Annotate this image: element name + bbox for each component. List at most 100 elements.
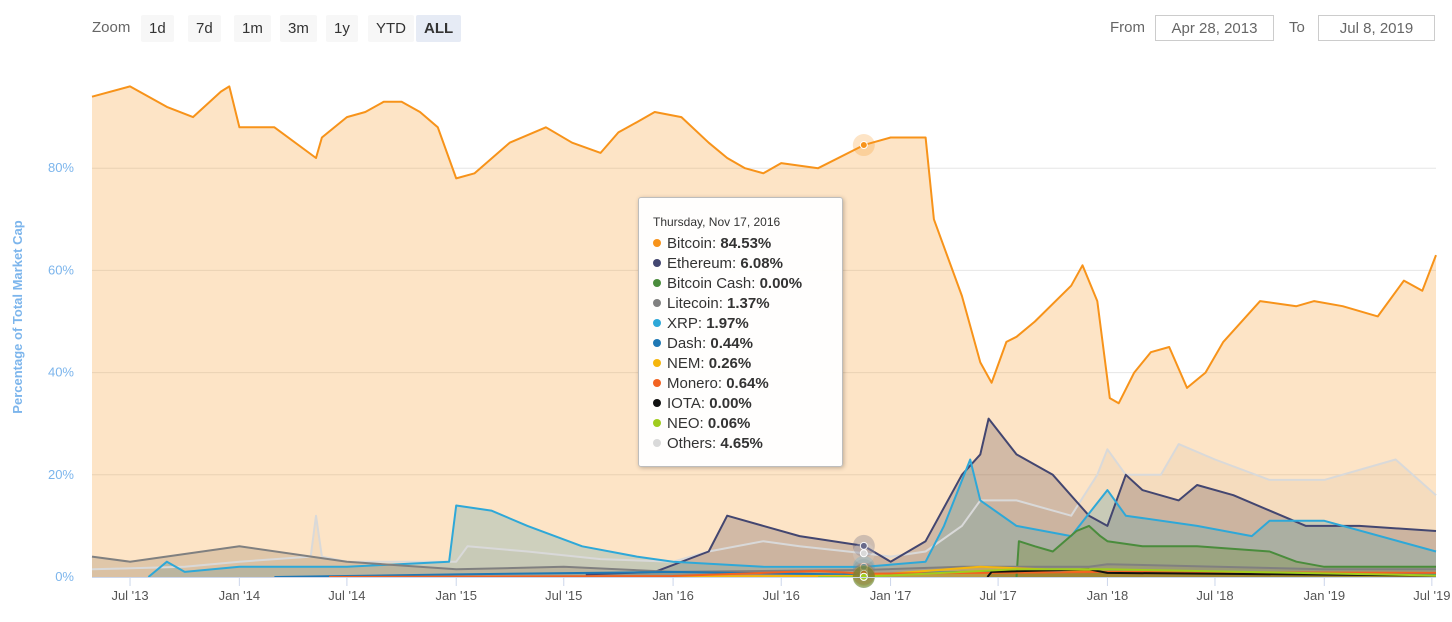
zoom-all-button[interactable]: ALL [416,15,462,42]
x-tick-label: Jan '19 [1304,588,1346,603]
hover-markers [852,134,875,588]
tooltip-separator: : [712,435,721,452]
tooltip-series-name: Litecoin [667,295,719,312]
tooltip-series-name: Ethereum [667,255,733,272]
to-label: To [1289,19,1305,36]
tooltip-series-name: Bitcoin Cash [667,275,752,292]
tooltip-row-ethereum: Ethereum: 6.08% [653,254,842,274]
zoom-ytd-button[interactable]: YTD [368,15,414,42]
to-date-input[interactable]: Jul 8, 2019 [1318,15,1435,41]
tooltip-row-xrp: XRP: 1.97% [653,314,842,334]
series-color-dot [653,339,661,347]
series-area-others [92,444,1436,577]
x-tick-label: Jul '15 [545,588,582,603]
zoom-7d-button[interactable]: 7d [188,15,221,42]
tooltip-separator: : [717,375,727,392]
tooltip-row-bitcoin-cash: Bitcoin Cash: 0.00% [653,274,842,294]
tooltip-series-value: 0.06% [707,415,751,432]
x-tick-label: Jul '16 [763,588,800,603]
series-color-dot [653,239,661,247]
tooltip-row-nem: NEM: 0.26% [653,354,842,374]
zoom-label: Zoom [92,19,131,36]
hover-point-bitcoin [859,141,868,150]
tooltip-date: Thursday, Nov 17, 2016 [653,215,781,229]
tooltip-series-name: Dash [667,335,703,352]
series-color-dot [653,419,661,427]
tooltip-series-value: 0.00% [759,275,803,292]
hover-point-neo [859,572,868,581]
tooltip-separator: : [712,235,721,252]
x-tick-label: Jul '19 [1413,588,1450,603]
series-line-bitcoin-cash [1015,524,1436,578]
tooltip-row-litecoin: Litecoin: 1.37% [653,294,842,314]
tooltip-series-name: Bitcoin [667,235,713,252]
tooltip-row-dash: Dash: 0.44% [653,334,842,354]
y-tick-label: 40% [48,365,74,380]
series-color-dot [653,299,661,307]
zoom-1y-button[interactable]: 1y [326,15,358,42]
tooltip-separator: : [697,315,707,332]
series-line-ethereum [585,417,1437,576]
tooltip-series-value: 84.53% [720,235,772,252]
series-line-neo [818,568,1437,578]
tooltip-series-value: 0.00% [709,395,752,412]
tooltip-separator: : [700,395,710,412]
series-color-dot [653,359,661,367]
tooltip-series-value: 1.97% [706,315,749,332]
from-label: From [1110,19,1145,36]
tooltip-series-value: 1.37% [727,295,770,312]
series-line-bitcoin [91,85,1437,405]
zoom-3m-button[interactable]: 3m [280,15,317,42]
zoom-1m-button[interactable]: 1m [234,15,271,42]
tooltip-series-name: Others [667,435,713,452]
hover-point-others [859,549,868,558]
tooltip-series-name: XRP [667,315,698,332]
x-tick-label: Jul '18 [1196,588,1233,603]
series-lines [91,85,1437,578]
tooltip-row-iota: IOTA: 0.00% [653,394,842,414]
tooltip-series-value: 0.44% [710,335,753,352]
y-axis: 0% 20% 40% 60% 80% [48,160,74,584]
series-line-monero [329,569,1437,578]
x-tick-label: Jul '14 [328,588,365,603]
y-axis-title: Percentage of Total Market Cap [10,220,25,413]
tooltip-row-neo: NEO: 0.06% [653,414,842,434]
range-selector: Zoom 1d 7d 1m 3m 1y YTD ALL From Apr 28,… [0,0,1452,60]
tooltip-series-value: 4.65% [720,435,763,452]
tooltip-separator: : [699,415,708,432]
tooltip-separator: : [702,335,711,352]
series-color-dot [653,279,661,287]
tooltip-separator: : [718,295,728,312]
x-tick-label: Jul '17 [980,588,1017,603]
tooltip-separator: : [700,355,709,372]
series-color-dot [653,399,661,407]
tooltip-row-bitcoin: Bitcoin: 84.53% [653,234,842,254]
series-area-xrp [148,459,1436,577]
tooltip-separator: : [732,255,741,272]
tooltip-rows: Bitcoin: 84.53% Ethereum: 6.08% Bitcoin Ca… [653,234,842,454]
x-axis: Jul '13 Jan '14 Jul '14 Jan '15 Jul '15 Jan '… [92,577,1450,603]
x-tick-label: Jan '16 [652,588,694,603]
y-tick-label: 60% [48,262,74,277]
series-color-dot [653,379,661,387]
tooltip-row-others: Others: 4.65% [653,434,842,454]
x-tick-label: Jan '18 [1087,588,1129,603]
hover-tooltip: Thursday, Nov 17, 2016 Bitcoin: 84.53% Et… [638,197,843,467]
tooltip-series-name: Monero [667,375,718,392]
x-tick-label: Jul '13 [111,588,148,603]
x-tick-label: Jan '14 [219,588,261,603]
tooltip-series-value: 0.26% [708,355,752,372]
tooltip-series-name: IOTA [667,395,701,412]
series-color-dot [653,319,661,327]
y-tick-label: 80% [48,160,74,175]
tooltip-separator: : [751,275,760,292]
tooltip-series-name: NEM [667,355,701,372]
series-color-dot [653,439,661,447]
tooltip-row-monero: Monero: 0.64% [653,374,842,394]
y-tick-label: 0% [55,569,74,584]
zoom-1d-button[interactable]: 1d [141,15,174,42]
from-date-input[interactable]: Apr 28, 2013 [1155,15,1274,41]
tooltip-series-name: NEO [667,415,700,432]
x-tick-label: Jan '15 [435,588,477,603]
tooltip-series-value: 0.64% [726,375,769,392]
